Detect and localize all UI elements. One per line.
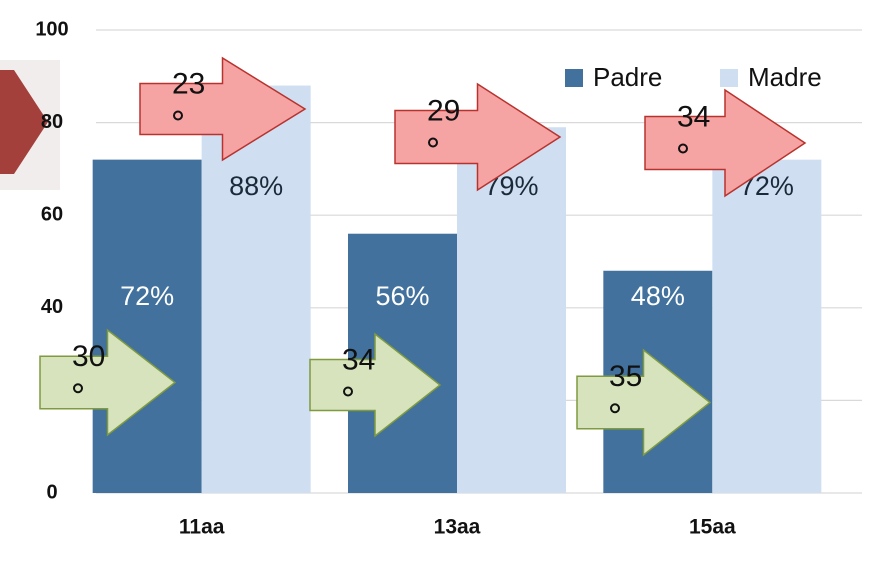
annotation-arrow xyxy=(309,332,442,438)
y-tick-label: 0 xyxy=(46,481,57,503)
bar xyxy=(712,159,822,493)
y-tick-label: 100 xyxy=(35,18,68,40)
annotation-arrow xyxy=(644,88,807,198)
bar xyxy=(457,127,566,493)
annotation-arrow xyxy=(394,82,562,192)
y-tick-label: 40 xyxy=(41,296,63,318)
annotation-degree xyxy=(610,403,620,414)
value-label: 88% xyxy=(229,171,283,201)
value-label: 56% xyxy=(375,281,429,311)
legend-swatch xyxy=(565,69,583,87)
annotation-text: 34 xyxy=(677,100,710,133)
x-tick-label: 15aa xyxy=(689,516,736,539)
annotation-text: 35 xyxy=(609,360,642,393)
annotation-text: 23 xyxy=(172,67,205,100)
annotation-degree xyxy=(343,386,353,397)
legend-label: Padre xyxy=(593,62,662,92)
bar xyxy=(92,159,202,493)
annotation-degree xyxy=(428,137,438,148)
legend-swatch xyxy=(720,69,738,87)
annotation-arrow xyxy=(39,328,177,437)
annotation-text: 29 xyxy=(427,94,460,127)
legend-label: Madre xyxy=(748,62,822,92)
annotation-text: 34 xyxy=(342,343,375,376)
annotation-arrow xyxy=(576,348,712,457)
x-tick-label: 13aa xyxy=(434,516,481,539)
annotation-degree xyxy=(173,110,183,121)
y-tick-label: 80 xyxy=(41,111,63,133)
annotation-degree xyxy=(678,143,688,154)
x-tick-label: 11aa xyxy=(179,516,225,539)
annotation-arrow xyxy=(139,56,307,162)
chevron-fragment xyxy=(0,70,48,174)
value-label: 72% xyxy=(120,281,174,311)
annotation-degree xyxy=(73,383,83,394)
y-tick-label: 60 xyxy=(41,203,63,225)
bar xyxy=(201,85,311,493)
annotation-text: 30 xyxy=(72,340,105,373)
value-label: 48% xyxy=(631,281,685,311)
